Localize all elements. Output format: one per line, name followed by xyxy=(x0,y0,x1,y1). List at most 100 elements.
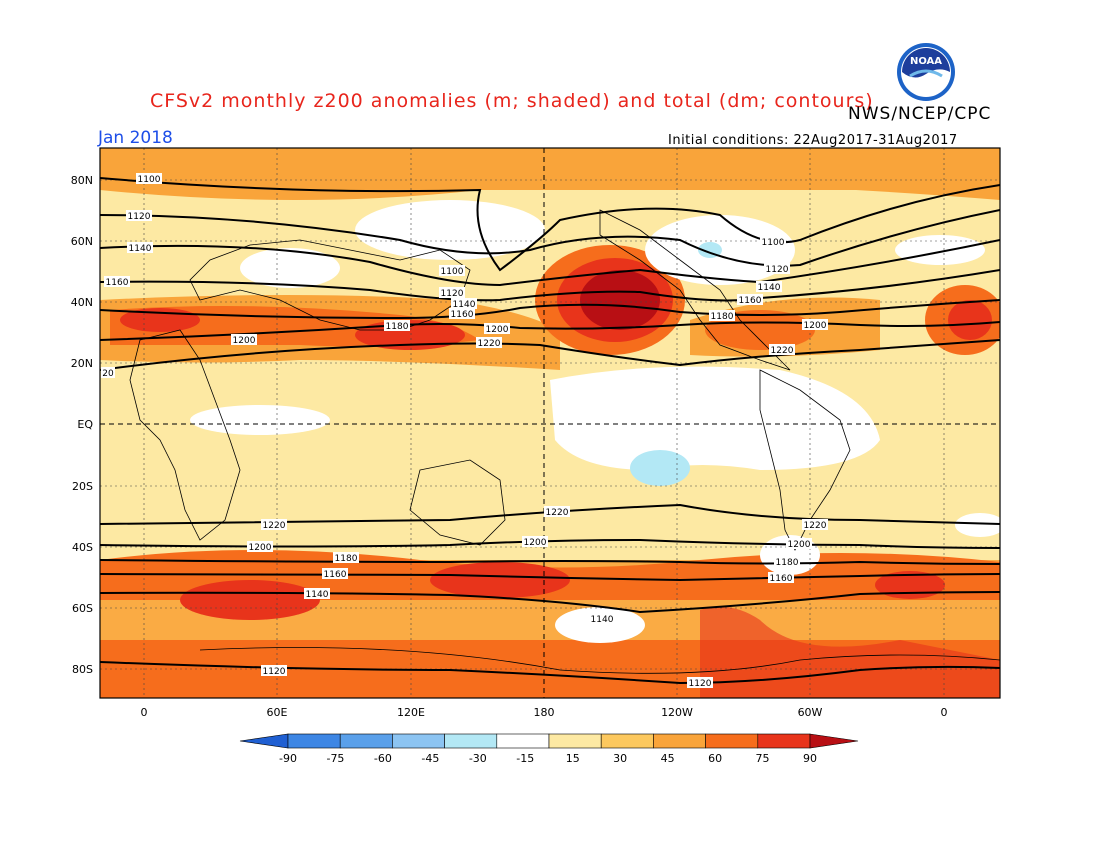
contour-label-1200d: 1200 xyxy=(247,541,273,553)
contour-label-1200b: 1200 xyxy=(484,323,510,335)
svg-text:20: 20 xyxy=(102,369,114,379)
svg-text:1160: 1160 xyxy=(739,296,762,306)
contour-label-1220c: 1220 xyxy=(769,344,795,356)
svg-text:1140: 1140 xyxy=(306,590,329,600)
svg-text:1200: 1200 xyxy=(486,325,509,335)
colorbar-label: 90 xyxy=(803,752,817,765)
lat-tick-label: 80S xyxy=(72,663,93,676)
map-frame xyxy=(99,147,1001,699)
svg-text:1100: 1100 xyxy=(441,267,464,277)
contour-label-1100: 1100 xyxy=(136,173,162,185)
initial-conditions: Initial conditions: 22Aug2017-31Aug2017 xyxy=(668,133,958,148)
contour-label-1100c: 1100 xyxy=(760,236,786,248)
colorbar-label: 75 xyxy=(756,752,770,765)
colorbar-cell xyxy=(287,733,341,749)
lat-tick-label: 20S xyxy=(72,480,93,493)
svg-text:1160: 1160 xyxy=(324,570,347,580)
colorbar-label: -75 xyxy=(326,752,344,765)
svg-text:1160: 1160 xyxy=(770,574,793,584)
svg-text:1180: 1180 xyxy=(335,554,358,564)
svg-text:1200: 1200 xyxy=(249,543,272,553)
colorbar-label: 15 xyxy=(566,752,580,765)
contour-label-1120b: 1120 xyxy=(439,287,465,299)
contour-label-1140b: 1140 xyxy=(451,298,477,310)
svg-text:1200: 1200 xyxy=(524,538,547,548)
lat-tick-label: 20N xyxy=(71,357,93,370)
contour-label-1180f: 1180 xyxy=(774,556,800,568)
lon-tick-label: 60W xyxy=(798,706,823,719)
latitude-axis: 80N 60N 40N 20N EQ 20S 40S 60S 80S xyxy=(71,174,94,676)
colorbar-label: 30 xyxy=(613,752,627,765)
contour-label-1120d: 1120 xyxy=(261,665,287,677)
chart-title: CFSv2 monthly z200 anomalies (m; shaded)… xyxy=(150,90,874,112)
svg-text:1200: 1200 xyxy=(804,321,827,331)
svg-text:1120: 1120 xyxy=(689,679,712,689)
valid-month: Jan 2018 xyxy=(98,128,173,148)
lon-tick-label: 0 xyxy=(941,706,948,719)
lat-tick-label: 40N xyxy=(71,296,93,309)
svg-text:1180: 1180 xyxy=(776,558,799,568)
contour-label-1160d: 1160 xyxy=(322,568,348,580)
contour-label-1140d: 1140 xyxy=(304,588,330,600)
svg-text:1200: 1200 xyxy=(233,336,256,346)
lat-tick-label: 80N xyxy=(71,174,93,187)
contour-label-1120c: 1120 xyxy=(764,263,790,275)
colorbar-label: -45 xyxy=(421,752,439,765)
colorbar-cell xyxy=(496,733,550,749)
colorbar: -90 -75 -60 -45 -30 -15 15 30 45 60 75 90 xyxy=(239,733,859,765)
contour-label-1120: 1120 xyxy=(126,210,152,222)
logo-text: NOAA xyxy=(910,56,942,67)
contour-label-1160c: 1160 xyxy=(737,294,763,306)
colorbar-cell xyxy=(339,733,393,749)
colorbar-label: -60 xyxy=(374,752,392,765)
agency-label: NWS/NCEP/CPC xyxy=(848,104,992,124)
colorbar-cell xyxy=(392,733,445,749)
contour-label-1200f: 1200 xyxy=(786,538,812,550)
colorbar-cell xyxy=(548,733,602,749)
colorbar-arrow-right xyxy=(809,733,859,749)
svg-text:1220: 1220 xyxy=(771,346,794,356)
colorbar-label: -90 xyxy=(279,752,297,765)
contour-label-1180c: 1180 xyxy=(709,310,735,322)
colorbar-cell xyxy=(705,733,759,749)
colorbar-cell xyxy=(444,733,498,749)
contour-label-1200: 1200 xyxy=(231,334,257,346)
lon-tick-label: 120W xyxy=(661,706,693,719)
contour-label-1160f: 1160 xyxy=(768,572,794,584)
colorbar-arrow-left xyxy=(239,733,289,749)
colorbar-cell xyxy=(653,733,706,749)
anomaly-map: 1100 1120 1140 1160 1180 1200 1220 20 11… xyxy=(100,148,1000,698)
contour-label-1100b: 1100 xyxy=(439,265,465,277)
contour-label-1140e: 1140 xyxy=(589,613,615,625)
colorbar-cell xyxy=(600,733,654,749)
lon-tick-label: 120E xyxy=(397,706,425,719)
contour-label-1220d: 1220 xyxy=(261,519,287,531)
svg-text:1120: 1120 xyxy=(263,667,286,677)
contour-label-1220e: 1220 xyxy=(544,506,570,518)
svg-text:1120: 1120 xyxy=(441,289,464,299)
contour-label-1180: 1180 xyxy=(384,320,410,332)
height-contours xyxy=(100,177,1000,685)
svg-text:1100: 1100 xyxy=(762,238,785,248)
svg-text:1180: 1180 xyxy=(711,312,734,322)
svg-text:1220: 1220 xyxy=(804,521,827,531)
lon-tick-label: 0 xyxy=(141,706,148,719)
contour-label-1200c: 1200 xyxy=(802,319,828,331)
lat-tick-label: 40S xyxy=(72,541,93,554)
lon-tick-label: 180 xyxy=(534,706,555,719)
contour-label-1220f: 1220 xyxy=(802,519,828,531)
svg-text:1140: 1140 xyxy=(591,615,614,625)
svg-text:1160: 1160 xyxy=(451,310,474,320)
contour-label-20: 20 xyxy=(101,367,115,379)
colorbar-label: -30 xyxy=(469,752,487,765)
lat-tick-label: EQ xyxy=(77,418,93,431)
lon-tick-label: 60E xyxy=(267,706,288,719)
noaa-logo-icon: NOAA xyxy=(897,43,955,101)
svg-text:1120: 1120 xyxy=(766,265,789,275)
svg-text:1220: 1220 xyxy=(478,339,501,349)
lat-tick-label: 60N xyxy=(71,235,93,248)
svg-text:1140: 1140 xyxy=(758,283,781,293)
contour-label-1180d: 1180 xyxy=(333,552,359,564)
colorbar-label: 45 xyxy=(661,752,675,765)
svg-text:1100: 1100 xyxy=(138,175,161,185)
